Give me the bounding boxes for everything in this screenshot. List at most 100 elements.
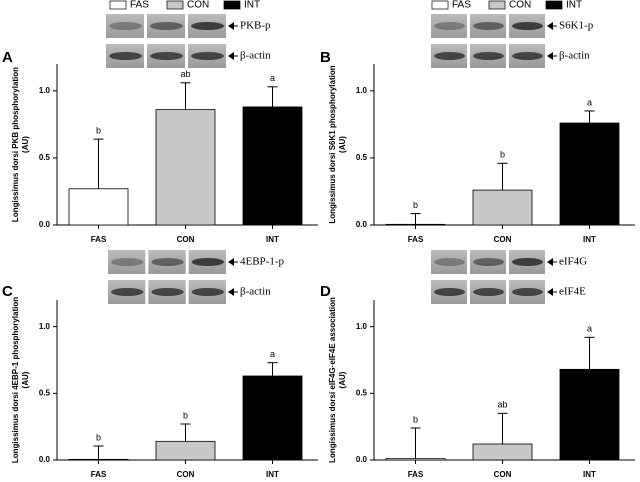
x-tick-label: INT xyxy=(266,235,279,244)
y-tick-label: 1.0 xyxy=(39,322,51,331)
blot-arrowhead xyxy=(228,288,234,296)
blot-band xyxy=(191,288,224,296)
x-tick-label: CON xyxy=(177,235,195,244)
blot-label: eIF4G xyxy=(559,256,587,268)
x-tick-label: INT xyxy=(583,235,596,244)
blot-band xyxy=(111,258,144,266)
blot-label: β-actin xyxy=(240,50,271,62)
legend-label: FAS xyxy=(452,0,471,11)
significance-letter: b xyxy=(183,410,188,420)
significance-letter: a xyxy=(270,73,275,83)
y-tick-label: 0.0 xyxy=(39,220,51,229)
blot-band xyxy=(150,22,183,30)
blot-band xyxy=(109,22,142,30)
y-axis-title: (AU) xyxy=(338,136,347,153)
blot-label: 4EBP-1-p xyxy=(240,256,285,268)
blot-label: eIF4E xyxy=(559,286,586,298)
blot-lane xyxy=(431,14,467,38)
significance-letter: a xyxy=(587,324,592,334)
y-tick-label: 0.5 xyxy=(39,153,51,162)
bar xyxy=(472,443,533,461)
blot-lane xyxy=(108,250,146,274)
legend-swatch xyxy=(109,0,127,10)
legend-label: INT xyxy=(244,0,260,11)
significance-letter: ab xyxy=(180,69,190,79)
blot-band xyxy=(434,22,465,30)
blot-label: β-actin xyxy=(240,286,271,298)
x-tick-label: INT xyxy=(583,470,596,479)
bar xyxy=(559,122,620,226)
blot-band xyxy=(434,258,465,266)
x-tick-label: FAS xyxy=(408,235,424,244)
y-tick-label: 0.0 xyxy=(39,455,51,464)
bar xyxy=(68,458,129,461)
legend-swatch xyxy=(166,0,184,10)
legend-label: FAS xyxy=(130,0,149,11)
bar xyxy=(155,109,216,226)
y-tick-label: 1.0 xyxy=(39,86,51,95)
x-tick-label: CON xyxy=(494,235,512,244)
significance-letter: b xyxy=(413,200,418,210)
blot-label: S6K1-p xyxy=(559,20,594,32)
significance-letter: b xyxy=(413,414,418,424)
blot-arrowhead xyxy=(228,258,234,266)
y-axis-title: Longissimus dorsi PKB phosphorylation xyxy=(11,67,20,222)
legend-swatch xyxy=(545,0,563,10)
significance-letter: b xyxy=(96,126,101,136)
blot-band xyxy=(191,22,224,30)
blot-arrowhead xyxy=(547,258,553,266)
bar xyxy=(68,188,129,226)
blot-band xyxy=(191,52,224,60)
significance-letter: b xyxy=(500,150,505,160)
blot-band xyxy=(512,288,543,296)
y-tick-label: 0.5 xyxy=(356,388,368,397)
legend-swatch xyxy=(223,0,241,10)
bar xyxy=(242,106,303,226)
y-tick-label: 1.0 xyxy=(356,322,368,331)
panel-letter: B xyxy=(320,49,331,66)
blot-arrowhead xyxy=(228,22,234,30)
x-tick-label: FAS xyxy=(91,235,107,244)
blot-band xyxy=(191,258,224,266)
blot-band xyxy=(434,52,465,60)
blot-lane xyxy=(106,14,144,38)
bar xyxy=(385,223,446,226)
blot-arrowhead xyxy=(547,52,553,60)
significance-letter: a xyxy=(270,349,275,359)
blot-band xyxy=(473,52,504,60)
x-tick-label: INT xyxy=(266,470,279,479)
blot-band xyxy=(512,52,543,60)
blot-arrowhead xyxy=(547,288,553,296)
legend-swatch xyxy=(431,0,449,10)
blot-band xyxy=(512,22,543,30)
bar xyxy=(242,375,303,461)
blot-arrowhead xyxy=(547,22,553,30)
blot-label: β-actin xyxy=(559,50,590,62)
blot-band xyxy=(150,52,183,60)
x-tick-label: FAS xyxy=(408,470,424,479)
bar xyxy=(472,189,533,226)
significance-letter: ab xyxy=(497,400,507,410)
blot-band xyxy=(151,288,184,296)
blot-band xyxy=(512,258,543,266)
y-axis-title: (AU) xyxy=(21,136,30,153)
x-tick-label: FAS xyxy=(91,470,107,479)
legend-label: INT xyxy=(566,0,582,11)
bar xyxy=(385,458,446,461)
bar xyxy=(559,368,620,461)
y-tick-label: 1.0 xyxy=(356,86,368,95)
blot-band xyxy=(151,258,184,266)
y-tick-label: 0.5 xyxy=(356,153,368,162)
y-axis-title: Longissimus dorsi eIF4G·eIF4E associatio… xyxy=(328,297,337,463)
blot-label: PKB-p xyxy=(240,20,271,32)
y-axis-title: Longissimus dorsi 4EBP-1 phosphorylation xyxy=(11,297,20,463)
blot-lane xyxy=(431,250,467,274)
blot-band xyxy=(473,22,504,30)
y-tick-label: 0.0 xyxy=(356,220,368,229)
legend-label: CON xyxy=(509,0,531,11)
y-tick-label: 0.0 xyxy=(356,455,368,464)
y-tick-label: 0.5 xyxy=(39,388,51,397)
y-axis-title: (AU) xyxy=(21,371,30,388)
bar xyxy=(155,440,216,461)
